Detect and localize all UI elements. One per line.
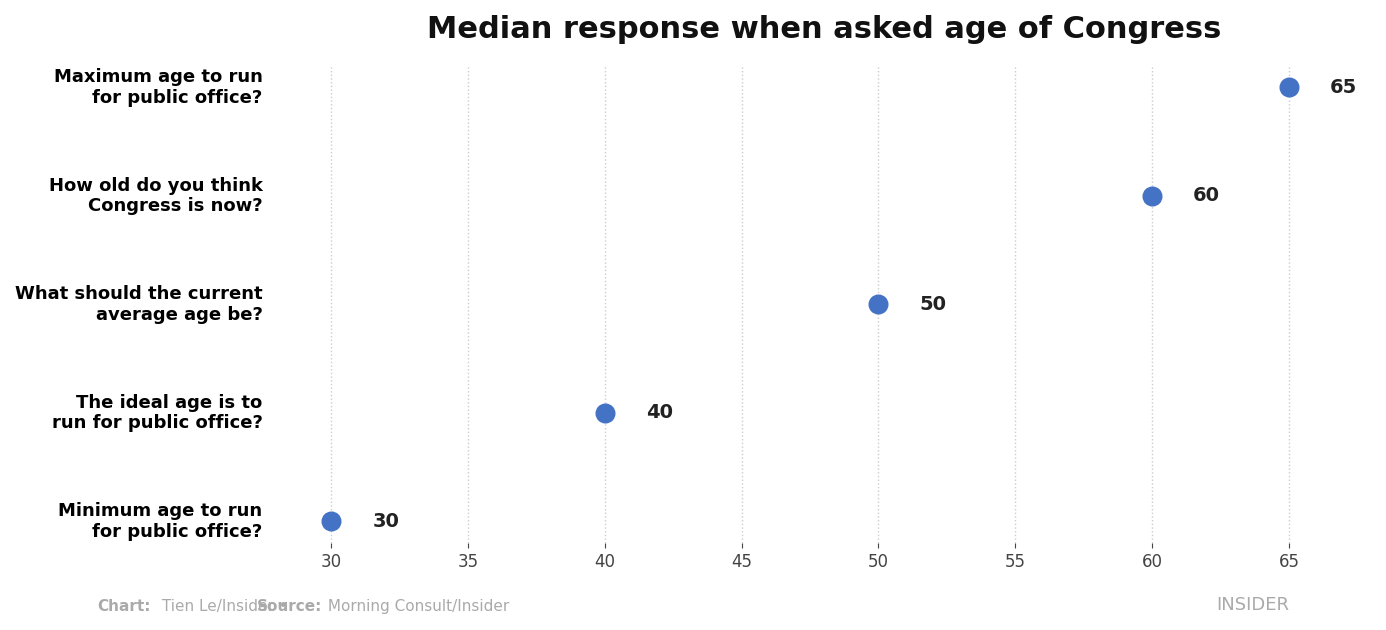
Text: 65: 65 xyxy=(1331,78,1357,97)
Point xyxy=(593,408,615,418)
Text: 30: 30 xyxy=(373,512,399,531)
Text: 60: 60 xyxy=(1193,186,1220,205)
Text: INSIDER: INSIDER xyxy=(1216,596,1289,614)
Text: Source:: Source: xyxy=(256,599,322,614)
Point xyxy=(1141,191,1163,201)
Text: Morning Consult/Insider: Morning Consult/Insider xyxy=(323,599,509,614)
Point xyxy=(320,517,342,527)
Text: 40: 40 xyxy=(646,403,672,423)
Text: Tien Le/Insider •: Tien Le/Insider • xyxy=(157,599,292,614)
Text: Chart:: Chart: xyxy=(97,599,151,614)
Point xyxy=(868,299,890,309)
Title: Median response when asked age of Congress: Median response when asked age of Congre… xyxy=(427,15,1221,44)
Point xyxy=(1278,83,1300,93)
Text: 50: 50 xyxy=(919,295,947,314)
